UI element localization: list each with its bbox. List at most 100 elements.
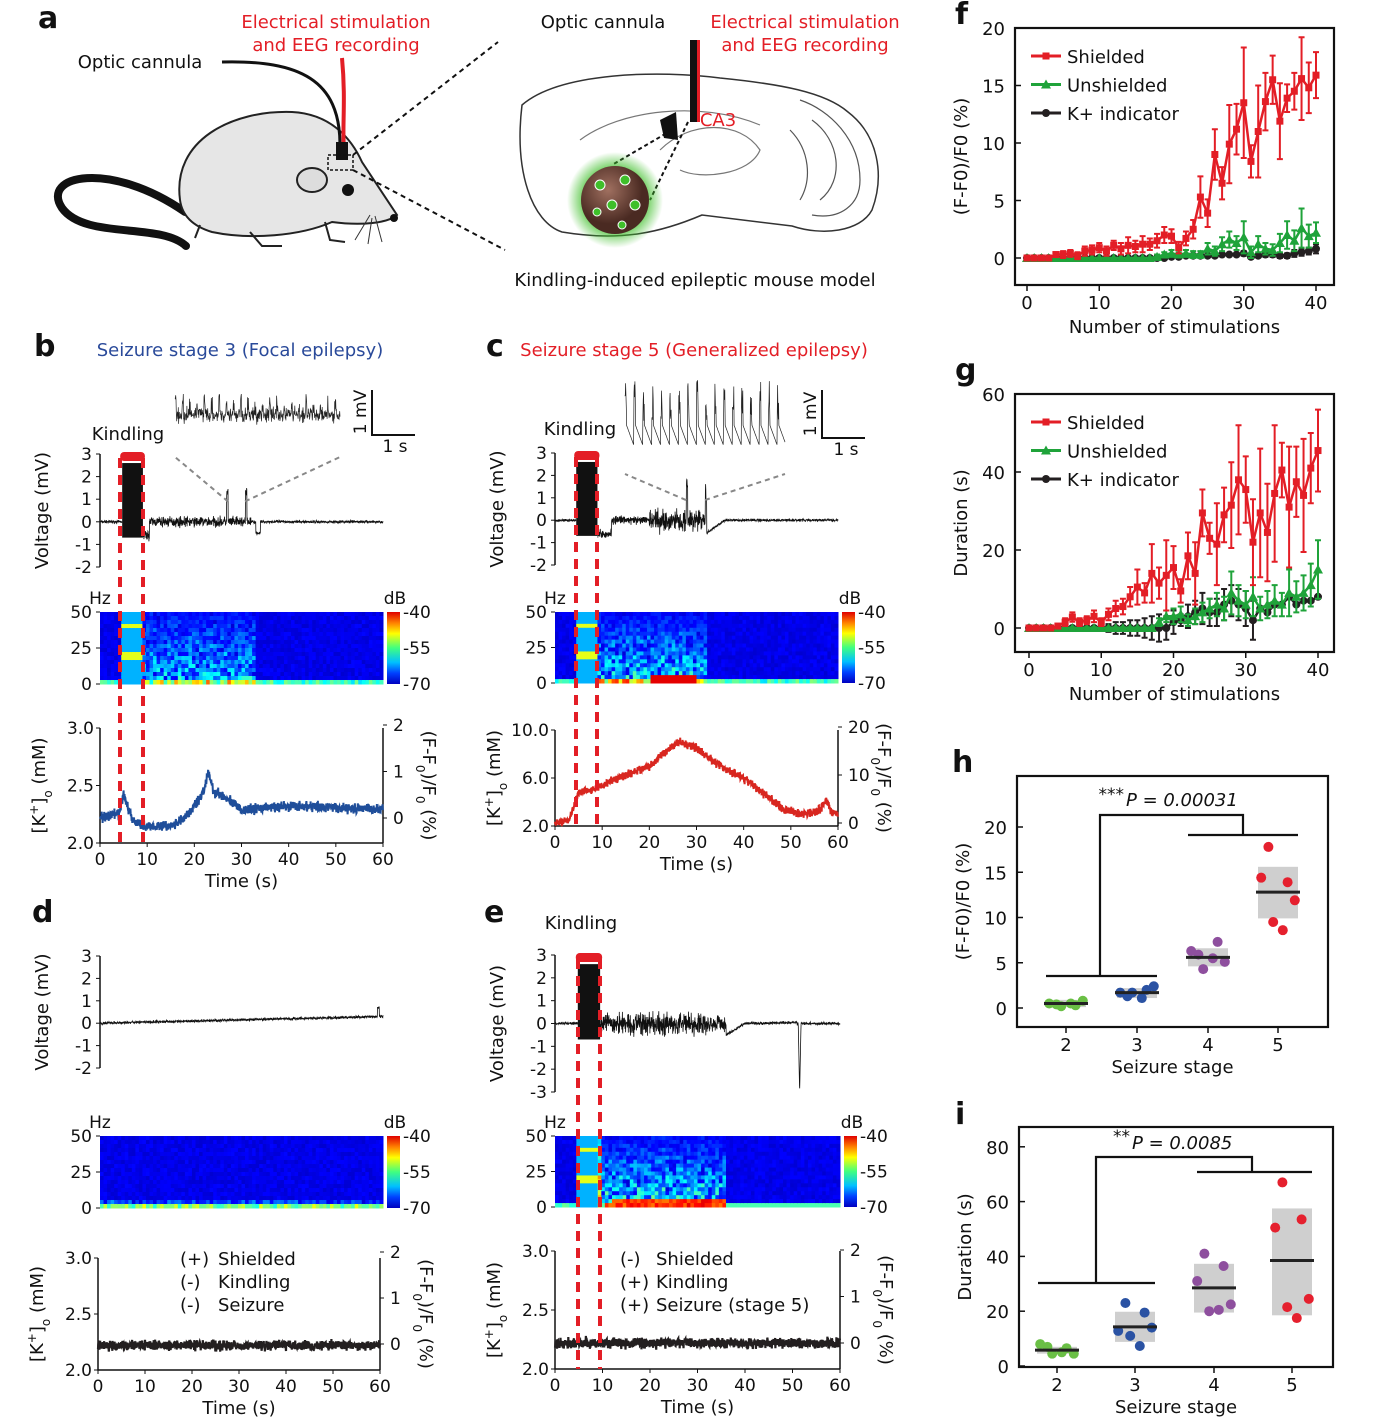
spectrogram-cell — [262, 664, 267, 669]
spectrogram-cell — [291, 1204, 296, 1209]
spectrogram-cell — [337, 1184, 342, 1189]
spectrogram-cell — [650, 675, 655, 680]
spectrogram-cell — [149, 616, 154, 621]
spectrogram-cell — [809, 651, 814, 656]
spectrogram-cell — [206, 624, 211, 629]
spectrogram-cell — [753, 615, 758, 621]
spectrogram-cell — [191, 616, 197, 621]
spectrogram-cell — [802, 679, 807, 684]
spectrogram-cell — [777, 651, 782, 656]
spectrogram-cell — [646, 631, 652, 637]
spectrogram-cell — [714, 655, 719, 660]
spectrogram-cell — [664, 623, 669, 629]
spectrogram-cell — [248, 1148, 253, 1153]
spectrogram-cell — [184, 1176, 189, 1181]
spectrogram-cell — [351, 1192, 356, 1197]
condition-label: Shielded — [218, 1249, 296, 1270]
spectrogram-cell — [354, 1192, 359, 1197]
spectrogram-cell — [562, 623, 567, 629]
spectrogram-cell — [379, 1136, 384, 1141]
spectrogram-cell — [230, 1136, 235, 1141]
spectrogram-cell — [622, 1136, 627, 1141]
spectrogram-cell — [234, 624, 239, 629]
spectrogram-cell — [671, 647, 676, 652]
spectrogram-cell — [792, 631, 797, 637]
spectrogram-cell — [636, 655, 641, 660]
spectrogram-cell — [255, 1204, 260, 1209]
spectrogram-cell — [590, 1151, 595, 1157]
spectrogram-cell — [195, 640, 200, 645]
spectrogram-cell — [199, 648, 204, 653]
spectrogram-cell — [153, 1192, 158, 1197]
spectrogram-cell — [555, 659, 560, 664]
spectrogram-cell — [276, 656, 281, 661]
spectrogram-cell — [177, 680, 182, 685]
spectrogram-cell — [685, 643, 690, 648]
spectrogram-cell — [632, 675, 637, 680]
spectrogram-cell — [135, 1180, 140, 1185]
spectrogram-cell — [806, 671, 811, 676]
spectrogram-cell — [191, 1180, 197, 1185]
spectrogram-cell — [188, 1188, 193, 1193]
colorbar — [387, 1136, 400, 1208]
spectrogram-cell — [329, 660, 334, 665]
spectrogram-cell — [358, 668, 363, 673]
scale-mv-label: 1 mV — [801, 391, 821, 436]
spectrogram-cell — [576, 1191, 581, 1196]
spectrogram-cell — [558, 1183, 563, 1188]
spectrogram-cell — [632, 647, 637, 652]
spectrogram-cell — [770, 639, 775, 645]
spectrogram-cell — [287, 616, 292, 621]
spectrogram-cell — [124, 1184, 129, 1189]
spectrogram-cell — [206, 660, 211, 665]
spectrogram-cell — [160, 1144, 165, 1149]
spectrogram-cell — [770, 623, 775, 629]
spectrogram-cell — [273, 1172, 278, 1177]
spectrogram-cell — [177, 652, 182, 657]
spectrogram-cell — [252, 1136, 257, 1141]
spectrogram-cell — [199, 624, 204, 629]
spectrogram-cell — [276, 1156, 281, 1161]
spectrogram-cell — [131, 1140, 136, 1145]
spectrogram-cell — [707, 675, 712, 680]
spectrogram-cell — [227, 1164, 232, 1169]
spectrogram-cell — [110, 1200, 115, 1205]
spectrogram-cell — [280, 1144, 285, 1149]
spectrogram-cell — [590, 639, 595, 645]
spectrogram-cell — [379, 1148, 384, 1153]
spectrogram-cell — [153, 668, 158, 673]
spectrogram-cell — [174, 616, 179, 621]
spectrogram-cell — [361, 672, 366, 677]
spectrogram-cell — [259, 1184, 264, 1189]
spectrogram-cell — [372, 1164, 377, 1169]
spectrogram-cell — [213, 648, 218, 653]
spectrogram-cell — [347, 644, 352, 649]
spectrogram-cell — [276, 1168, 281, 1173]
spectrogram-cell — [167, 652, 172, 657]
spectrogram-cell — [213, 1176, 218, 1181]
spectrogram-cell — [227, 1148, 232, 1153]
spectrogram-cell — [103, 672, 108, 677]
spectrogram-cell — [622, 1163, 627, 1169]
label-part: (mM) — [484, 730, 505, 783]
spectrogram-cell — [114, 1180, 119, 1185]
spectrogram-cell — [301, 656, 306, 661]
spectrogram-cell — [287, 1172, 292, 1177]
spectrogram-cell — [322, 1148, 327, 1153]
spectrogram-cell — [305, 1168, 310, 1173]
spectrogram-cell — [654, 663, 659, 668]
spectrogram-cell — [291, 668, 296, 673]
spectrogram-cell — [361, 620, 366, 625]
spectrogram-cell — [174, 636, 179, 641]
spectrogram-cell — [565, 1175, 570, 1180]
spectrogram-cell — [245, 1176, 250, 1181]
spectrogram-cell — [689, 651, 694, 656]
spectrogram-cell — [149, 1188, 154, 1193]
spectrogram-cell — [124, 648, 129, 653]
spectrogram-cell — [255, 648, 260, 653]
spectrogram-cell — [809, 647, 814, 652]
spectrogram-cell — [664, 651, 669, 656]
spectrogram-cell — [375, 1168, 380, 1173]
spectrogram-cell — [372, 1172, 377, 1177]
spectrogram-cell — [312, 616, 317, 621]
